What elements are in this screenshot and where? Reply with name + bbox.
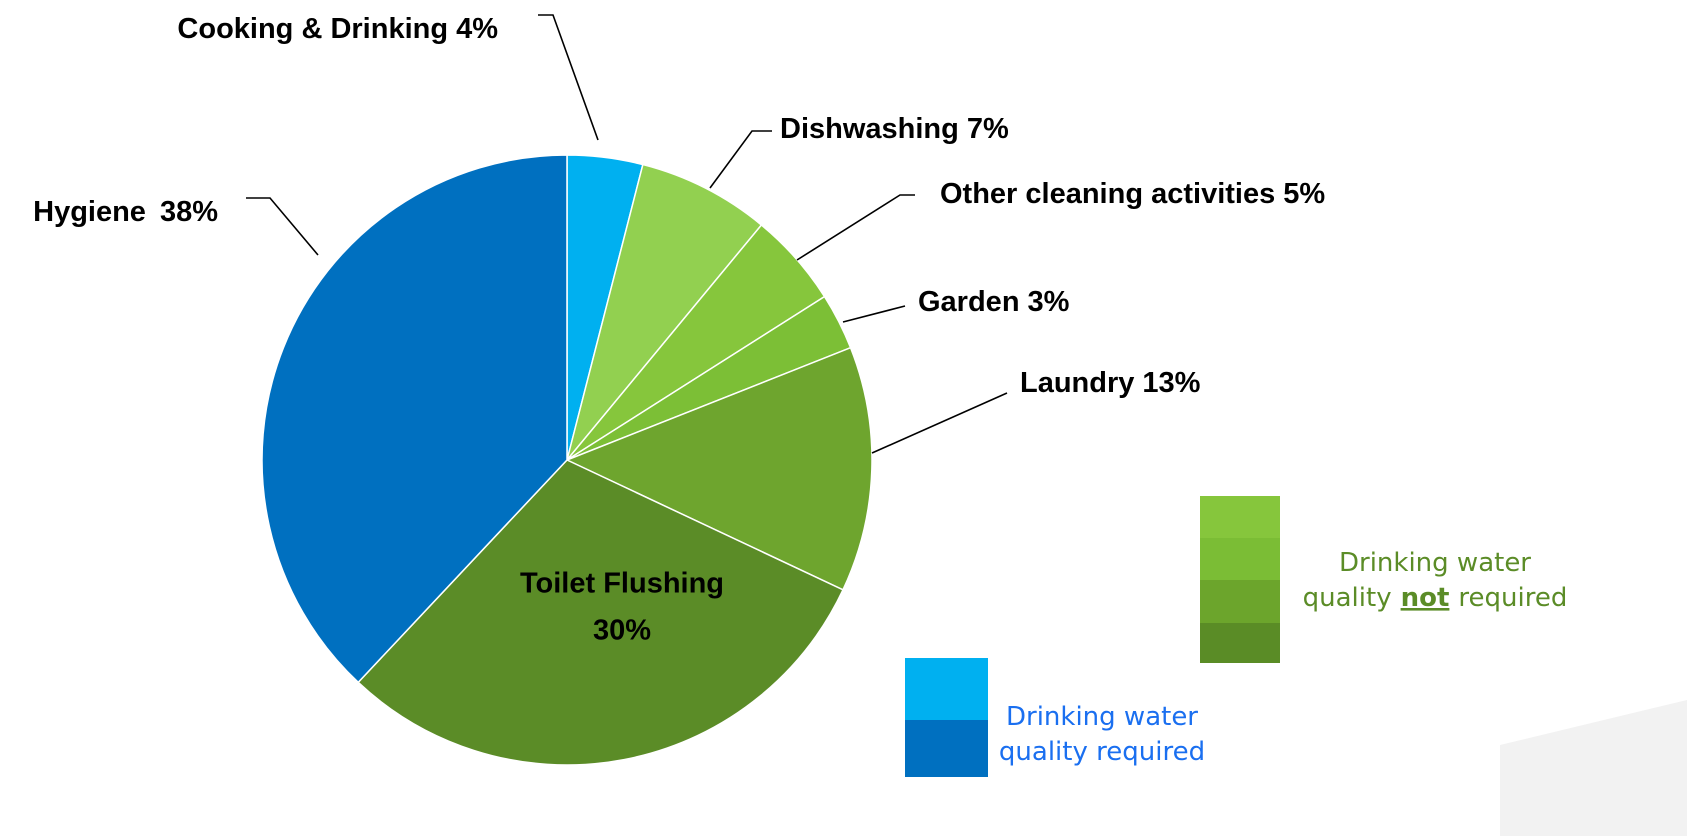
leader-line bbox=[538, 14, 599, 141]
data-label: Laundry 13% bbox=[1020, 367, 1201, 399]
leader-line bbox=[796, 194, 915, 261]
label-name: Garden bbox=[918, 286, 1020, 318]
pie-slice bbox=[357, 459, 844, 766]
legend-label: quality not required bbox=[1303, 583, 1568, 613]
label-name: Dishwashing bbox=[780, 113, 959, 145]
legend-text: Drinking water bbox=[1006, 702, 1198, 732]
legend-swatch bbox=[905, 658, 988, 720]
legend-text: quality bbox=[1303, 583, 1392, 613]
legend-swatch bbox=[1200, 580, 1280, 623]
legend-swatch bbox=[1200, 496, 1280, 538]
data-label: Dishwashing 7% bbox=[780, 113, 1009, 145]
legend-label: Drinking water bbox=[1006, 702, 1198, 732]
legend-label: quality required bbox=[999, 737, 1205, 767]
label-value: 5% bbox=[1283, 178, 1325, 210]
legend-text: quality required bbox=[999, 737, 1205, 767]
label-value: 13% bbox=[1142, 367, 1200, 399]
legend-text: Drinking water bbox=[1339, 548, 1531, 578]
data-label: Toilet Flushing bbox=[520, 568, 724, 600]
leader-line bbox=[709, 130, 772, 189]
decor bbox=[1500, 700, 1687, 836]
legend-swatch bbox=[1200, 538, 1280, 580]
legend-text: not bbox=[1401, 583, 1450, 613]
pie-slice bbox=[566, 163, 763, 461]
leader-line bbox=[871, 392, 1008, 454]
legend-swatch bbox=[905, 720, 988, 777]
data-label: Other cleaning activities 5% bbox=[940, 178, 1325, 210]
data-label: Hygiene 38% bbox=[33, 196, 218, 228]
label-name: Hygiene bbox=[33, 196, 146, 228]
pie-slice bbox=[261, 154, 568, 684]
label-value: 3% bbox=[1028, 286, 1070, 318]
legend-label: Drinking water bbox=[1339, 548, 1531, 578]
label-value: 38% bbox=[160, 196, 218, 228]
label-name: Cooking & Drinking bbox=[177, 13, 448, 45]
data-label: Garden 3% bbox=[918, 286, 1070, 318]
label-name: Other cleaning activities bbox=[940, 178, 1275, 210]
legend-text: required bbox=[1458, 583, 1567, 613]
label-name: Laundry bbox=[1020, 367, 1134, 399]
leader-line bbox=[842, 305, 906, 323]
legend-swatch bbox=[1200, 623, 1280, 663]
data-label: Cooking & Drinking 4% bbox=[177, 13, 498, 45]
data-label: 30% bbox=[593, 615, 651, 647]
pie-slice bbox=[565, 346, 873, 591]
label-value: 7% bbox=[967, 113, 1009, 145]
leader-line bbox=[246, 197, 319, 256]
label-value: 4% bbox=[456, 13, 498, 45]
